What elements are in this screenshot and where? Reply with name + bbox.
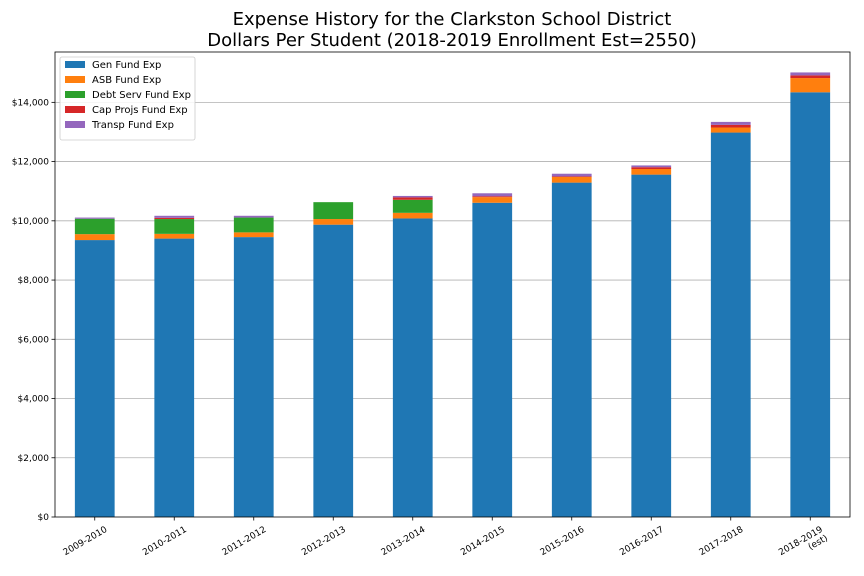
legend-label: Transp Fund Exp: [91, 120, 174, 131]
bar-segment: [631, 167, 672, 169]
bar-segment: [154, 215, 195, 218]
bar-segment: [472, 196, 513, 198]
legend-swatch: [65, 76, 85, 83]
bar-segment: [472, 197, 513, 203]
y-tick-label: $12,000: [12, 158, 49, 168]
bar-segment: [790, 72, 831, 76]
bar-segment: [551, 173, 592, 177]
bar-segment: [392, 212, 433, 219]
bar-segment: [74, 217, 115, 219]
bar-segment: [472, 202, 513, 518]
bar-segment: [392, 199, 433, 213]
bar-segment: [74, 218, 115, 235]
bar-segment: [154, 217, 195, 220]
legend-label: Cap Projs Fund Exp: [92, 105, 188, 116]
legend-label: Gen Fund Exp: [92, 60, 161, 71]
y-tick-label: $8,000: [18, 276, 50, 286]
bar-segment: [472, 193, 513, 197]
legend-swatch: [65, 106, 85, 113]
bars: [74, 72, 831, 518]
bar-segment: [392, 197, 433, 200]
bar-segment: [551, 176, 592, 183]
bar-segment: [233, 217, 274, 233]
bar-segment: [631, 168, 672, 175]
bar-segment: [313, 224, 354, 517]
bar-segment: [790, 78, 831, 93]
y-tick-label: $4,000: [18, 395, 50, 405]
bar-segment: [392, 195, 433, 198]
legend-swatch: [65, 61, 85, 68]
y-tick-label: $2,000: [18, 454, 50, 464]
legend-label: Debt Serv Fund Exp: [92, 90, 191, 101]
legend-box: [59, 56, 196, 141]
bar-segment: [631, 165, 672, 168]
bar-segment: [233, 237, 274, 518]
bar-segment: [710, 124, 751, 128]
y-tick-label: $0: [38, 513, 50, 523]
bar-segment: [710, 127, 751, 133]
bar-segment: [790, 92, 831, 517]
bar-segment: [154, 238, 195, 518]
chart-title: Expense History for the Clarkston School…: [233, 9, 672, 30]
y-tick-label: $10,000: [12, 217, 49, 227]
bar-segment: [313, 219, 354, 225]
bar-segment: [710, 121, 751, 125]
bar-segment: [233, 215, 274, 218]
bar-segment: [631, 174, 672, 517]
bar-segment: [551, 176, 592, 177]
bar-segment: [154, 233, 195, 239]
legend-swatch: [65, 121, 85, 128]
legend: Gen Fund Exp ASB Fund Exp Debt Serv Fund E…: [59, 56, 196, 141]
bar-segment: [74, 234, 115, 241]
bar-segment: [392, 218, 433, 518]
bar-segment: [551, 182, 592, 517]
bar-segment: [313, 202, 354, 220]
y-tick-label: $6,000: [18, 335, 50, 345]
chart-subtitle: Dollars Per Student (2018-2019 Enrollmen…: [207, 30, 697, 51]
bar-segment: [710, 132, 751, 517]
plot-frame: [54, 51, 851, 518]
legend-label: ASB Fund Exp: [92, 75, 161, 86]
legend-swatch: [65, 91, 85, 98]
bar-segment: [154, 219, 195, 234]
bar-segment: [233, 232, 274, 238]
bar-segment: [74, 240, 115, 517]
y-tick-label: $14,000: [12, 98, 49, 108]
bar-segment: [790, 75, 831, 79]
